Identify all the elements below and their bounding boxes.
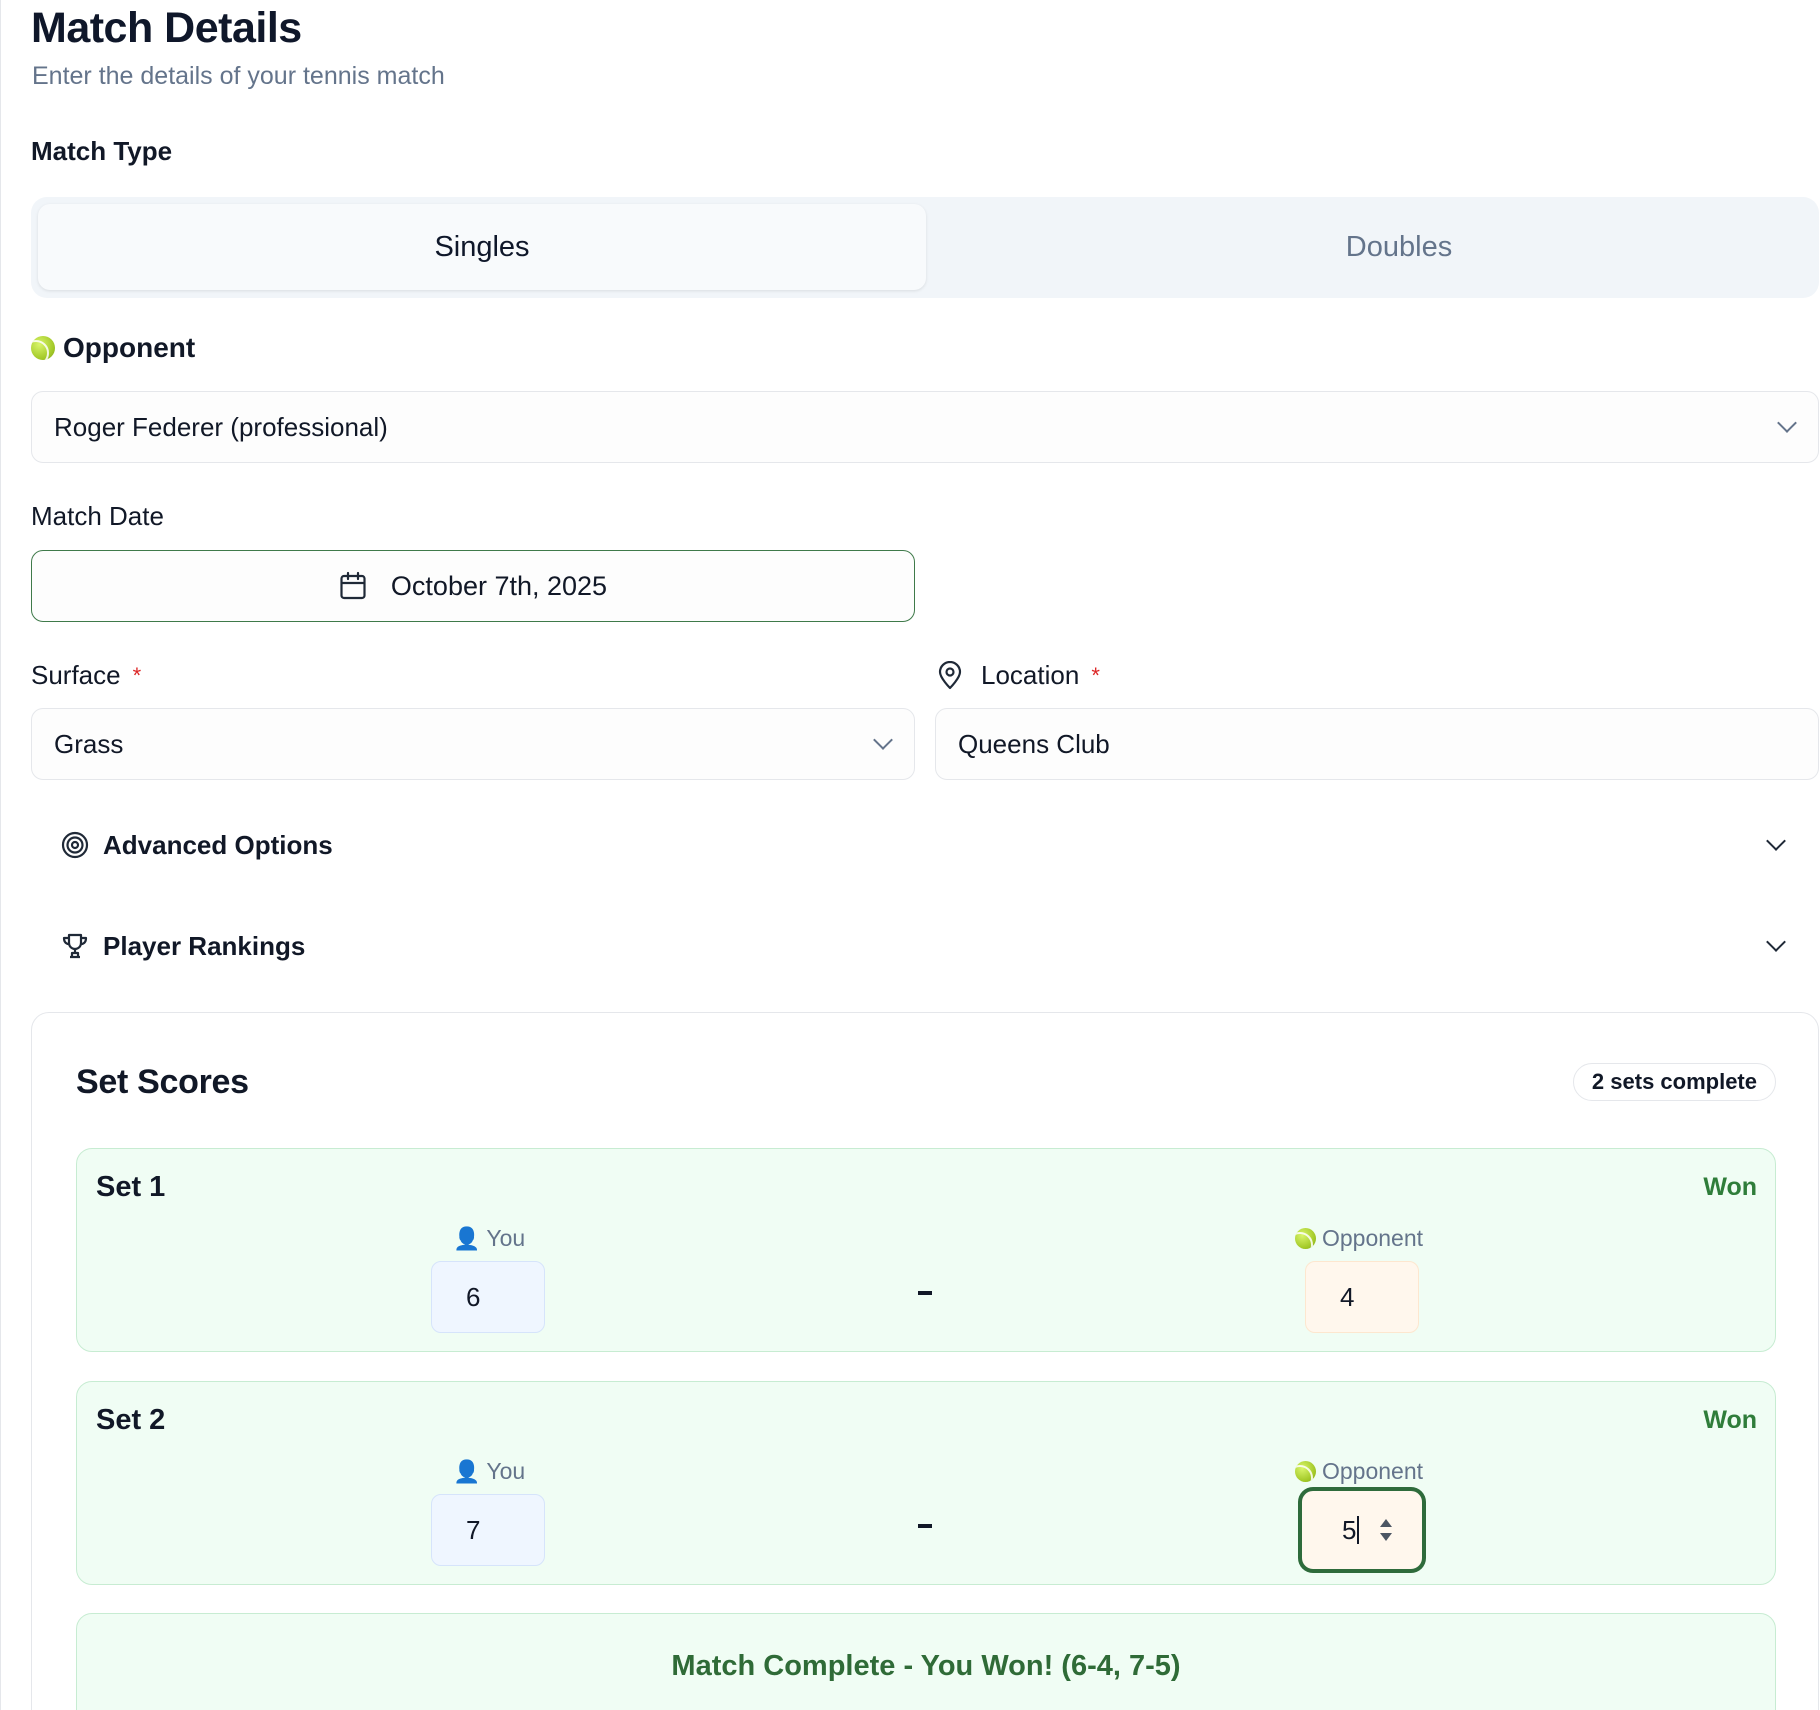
advanced-options-toggle[interactable]: Advanced Options — [31, 805, 1819, 885]
tennis-ball-icon — [1295, 1228, 1316, 1249]
location-label: Location * — [937, 660, 1100, 691]
set-row: Set 2 Won 👤 You 7 Opponent 5 — [76, 1381, 1776, 1585]
chevron-down-icon — [1777, 413, 1797, 433]
chevron-down-icon — [1766, 831, 1786, 851]
location-input-value: Queens Club — [958, 728, 1110, 759]
stepper-arrows-icon[interactable] — [1380, 1519, 1392, 1541]
trophy-icon — [62, 933, 88, 959]
set-result-badge: Won — [1703, 1173, 1757, 1201]
set-scores-title: Set Scores — [76, 1063, 249, 1101]
opponent-select[interactable]: Roger Federer (professional) — [31, 391, 1819, 463]
match-summary: Match Complete - You Won! (6-4, 7-5) — [671, 1650, 1181, 1682]
person-icon: 👤 — [453, 1225, 481, 1251]
chevron-down-icon — [1766, 932, 1786, 952]
score-separator — [918, 1291, 932, 1295]
location-input[interactable]: Queens Club — [935, 708, 1819, 780]
you-score-input[interactable]: 6 — [431, 1261, 545, 1333]
you-score-input[interactable]: 7 — [431, 1494, 545, 1566]
opponent-label: Opponent — [31, 332, 195, 364]
you-label: 👤 You — [453, 1458, 526, 1484]
player-rankings-label: Player Rankings — [103, 930, 306, 961]
set-title: Set 2 — [96, 1404, 166, 1436]
opponent-label: Opponent — [1295, 1458, 1423, 1485]
set-scores-card: Set Scores 2 sets complete Set 1 Won 👤 Y… — [31, 1012, 1819, 1710]
opponent-score-input-focused[interactable]: 5 — [1299, 1488, 1425, 1572]
advanced-options-label: Advanced Options — [103, 829, 333, 860]
match-type-toggle: Singles Doubles — [31, 197, 1819, 298]
opponent-label: Opponent — [1295, 1225, 1423, 1252]
required-marker: * — [132, 662, 142, 688]
match-date-value: October 7th, 2025 — [390, 570, 608, 601]
player-rankings-toggle[interactable]: Player Rankings — [31, 906, 1819, 986]
page-title: Match Details — [31, 4, 302, 52]
calendar-icon — [340, 571, 366, 600]
person-icon: 👤 — [453, 1458, 481, 1484]
match-complete-banner: Match Complete - You Won! (6-4, 7-5) — [76, 1613, 1776, 1710]
set-result-badge: Won — [1703, 1406, 1757, 1434]
set-title: Set 1 — [96, 1171, 166, 1203]
opponent-score-value: 5 — [1342, 1514, 1357, 1545]
map-pin-icon — [938, 660, 962, 689]
opponent-score-input[interactable]: 4 — [1305, 1261, 1419, 1333]
surface-select[interactable]: Grass — [31, 708, 915, 780]
surface-label: Surface * — [31, 660, 142, 690]
tennis-ball-icon — [31, 336, 55, 360]
target-icon — [61, 831, 89, 859]
sets-complete-badge: 2 sets complete — [1572, 1063, 1776, 1101]
opponent-select-value: Roger Federer (professional) — [54, 411, 388, 442]
chevron-down-icon — [873, 730, 893, 750]
required-marker: * — [1091, 662, 1100, 688]
match-date-picker[interactable]: October 7th, 2025 — [31, 550, 915, 622]
set-row: Set 1 Won 👤 You 6 Opponent 4 — [76, 1148, 1776, 1352]
match-type-doubles-button[interactable]: Doubles — [1345, 230, 1453, 263]
match-date-label: Match Date — [31, 501, 164, 531]
you-label: 👤 You — [453, 1225, 526, 1251]
surface-select-value: Grass — [54, 728, 124, 759]
text-caret — [1357, 1516, 1360, 1544]
score-separator — [918, 1524, 932, 1528]
page-subtitle: Enter the details of your tennis match — [32, 62, 445, 90]
match-type-label: Match Type — [31, 136, 173, 166]
match-type-singles-button[interactable]: Singles — [38, 204, 926, 290]
tennis-ball-icon — [1295, 1461, 1316, 1482]
